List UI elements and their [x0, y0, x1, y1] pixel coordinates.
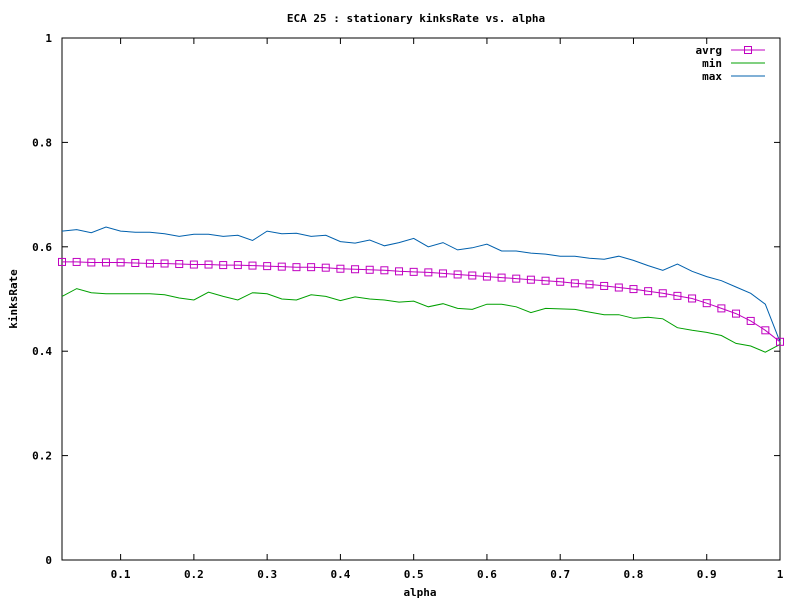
x-axis: 0.1 0.2 0.3 0.4 0.5 0.6 0.7 0.8 0.9 1 — [111, 38, 784, 581]
data-point-avrg — [482, 272, 491, 281]
data-point-avrg — [761, 326, 770, 335]
data-point-avrg — [365, 265, 374, 274]
data-point-avrg — [263, 262, 272, 271]
x-tick-label: 0.3 — [257, 568, 277, 581]
data-point-avrg — [424, 268, 433, 277]
data-point-avrg — [292, 263, 301, 272]
data-point-avrg — [644, 287, 653, 296]
y-tick-label: 0.8 — [32, 136, 52, 149]
data-point-avrg — [541, 276, 550, 285]
data-point-avrg — [101, 258, 110, 267]
data-point-avrg — [614, 283, 623, 292]
x-tick-label: 0.2 — [184, 568, 204, 581]
chart-title: ECA 25 : stationary kinksRate vs. alpha — [287, 12, 545, 25]
legend-label-avrg: avrg — [696, 44, 723, 57]
data-point-avrg — [219, 261, 228, 270]
data-point-avrg — [380, 266, 389, 275]
plot-area-border — [61, 37, 781, 561]
data-point-avrg — [600, 281, 609, 290]
data-point-avrg — [336, 264, 345, 273]
data-point-avrg — [585, 280, 594, 289]
data-point-avrg — [175, 260, 184, 269]
data-point-avrg — [468, 271, 477, 280]
data-point-avrg — [497, 273, 506, 282]
x-tick-label: 0.6 — [477, 568, 497, 581]
legend-label-min: min — [702, 57, 722, 70]
y-tick-label: 0.4 — [32, 345, 52, 358]
series-layer — [58, 226, 784, 353]
data-point-avrg — [409, 267, 418, 276]
data-point-avrg — [453, 270, 462, 279]
data-point-avrg — [204, 260, 213, 269]
y-tick-label: 0 — [45, 554, 52, 567]
data-point-avrg — [570, 279, 579, 288]
data-point-avrg — [116, 258, 125, 267]
data-point-avrg — [145, 259, 154, 268]
y-tick-label: 0.6 — [32, 241, 52, 254]
data-point-avrg — [673, 291, 682, 300]
data-point-avrg — [248, 261, 257, 270]
y-axis: 0 0.2 0.4 0.6 0.8 1 — [32, 32, 780, 567]
data-point-avrg — [307, 263, 316, 272]
x-tick-label: 0.5 — [404, 568, 424, 581]
legend-label-max: max — [702, 70, 722, 83]
x-axis-label: alpha — [403, 586, 436, 599]
data-point-avrg — [233, 261, 242, 270]
data-point-avrg — [395, 267, 404, 276]
data-point-avrg — [512, 274, 521, 283]
data-point-avrg — [131, 258, 140, 267]
x-tick-label: 0.4 — [330, 568, 350, 581]
data-point-avrg — [746, 316, 755, 325]
legend-marker-avrg — [744, 46, 752, 54]
series-line-min — [61, 288, 781, 353]
data-point-avrg — [438, 269, 447, 278]
x-tick-label: 0.8 — [624, 568, 644, 581]
data-point-avrg — [189, 260, 198, 269]
data-point-avrg — [277, 262, 286, 271]
data-point-avrg — [688, 294, 697, 303]
series-line-max — [61, 226, 781, 342]
data-point-avrg — [629, 285, 638, 294]
data-point-avrg — [776, 337, 784, 346]
data-point-avrg — [351, 265, 360, 274]
data-point-avrg — [702, 299, 711, 308]
x-tick-label: 0.9 — [697, 568, 717, 581]
series-line-avrg — [62, 261, 781, 343]
data-point-avrg — [72, 257, 81, 266]
data-point-avrg — [717, 304, 726, 313]
data-point-avrg — [658, 289, 667, 298]
data-point-avrg — [160, 259, 169, 268]
x-tick-label: 0.7 — [550, 568, 570, 581]
data-point-avrg — [58, 257, 66, 266]
data-point-avrg — [526, 275, 535, 284]
data-point-avrg — [556, 277, 565, 286]
x-tick-label: 1 — [777, 568, 784, 581]
y-tick-label: 0.2 — [32, 450, 52, 463]
data-point-avrg — [732, 309, 741, 318]
y-tick-label: 1 — [45, 32, 52, 45]
x-tick-label: 0.1 — [111, 568, 131, 581]
data-point-avrg — [321, 263, 330, 272]
y-axis-label: kinksRate — [7, 269, 20, 329]
data-point-avrg — [87, 258, 96, 267]
